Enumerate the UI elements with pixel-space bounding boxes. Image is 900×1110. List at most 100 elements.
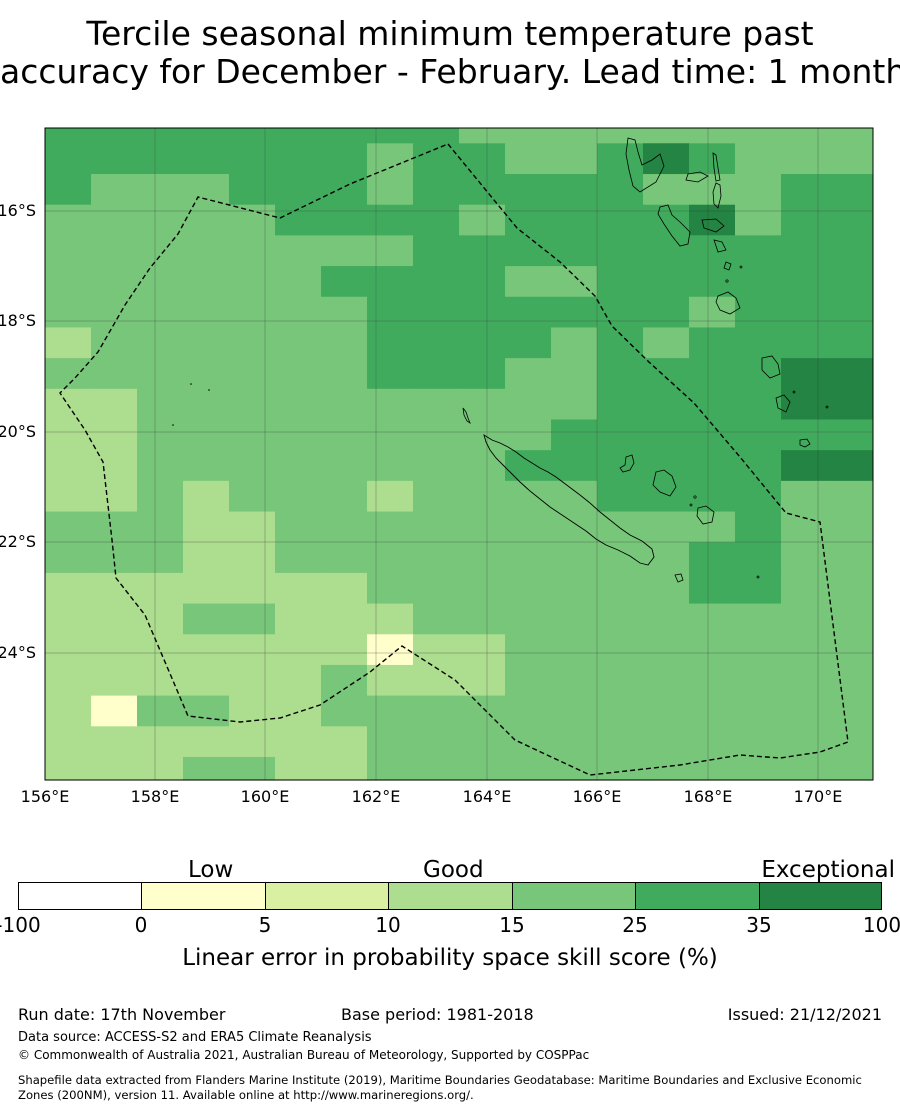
grid-cell	[367, 603, 414, 635]
grid-cell	[689, 296, 736, 329]
grid-cell	[781, 174, 828, 206]
grid-cell	[91, 756, 138, 781]
grid-cell	[505, 235, 552, 267]
grid-cell	[275, 542, 322, 574]
colorbar-frame	[18, 882, 882, 910]
grid-cell	[321, 235, 368, 267]
grid-cell	[735, 128, 782, 144]
grid-cell	[597, 204, 644, 236]
grid-cell	[367, 695, 414, 727]
grid-cell	[597, 726, 644, 758]
grid-cell	[643, 235, 690, 267]
malekula-island	[657, 204, 691, 247]
grid-cell	[229, 296, 276, 329]
grid-cell	[91, 128, 138, 144]
grid-cell	[735, 266, 782, 298]
shapefile-credit-line2: Zones (200NM), version 11. Available onl…	[18, 1088, 474, 1102]
grid-cell	[643, 664, 690, 697]
grid-cell	[367, 174, 414, 206]
grid-cell	[137, 174, 184, 206]
grid-cell	[413, 327, 460, 359]
grid-cell	[551, 388, 598, 421]
grid-cell	[91, 572, 138, 605]
grid-cell	[367, 128, 414, 144]
grid-cell	[689, 664, 736, 697]
grid-cell	[321, 726, 368, 758]
colorbar-swatch	[512, 882, 635, 910]
grid-cell	[229, 572, 276, 605]
lat-label: 24°S	[0, 643, 36, 662]
grid-cell	[459, 664, 506, 697]
grid-cell	[321, 634, 368, 666]
grid-cell	[137, 419, 184, 451]
grid-cell	[827, 726, 873, 758]
grid-cell	[275, 450, 322, 482]
grid-cell	[229, 542, 276, 574]
grid-cell	[137, 128, 184, 144]
grid-cell	[827, 419, 873, 451]
grid-cell	[413, 450, 460, 482]
grid-cell	[597, 419, 644, 451]
grid-cell	[183, 327, 230, 359]
grid-cell	[597, 358, 644, 390]
grid-cell	[91, 419, 138, 451]
grid-cell	[413, 174, 460, 206]
grid-cell	[689, 388, 736, 421]
grid-cell	[91, 327, 138, 359]
grid-cell	[597, 296, 644, 329]
grid-cell	[781, 358, 828, 390]
grid-cell	[459, 327, 506, 359]
grid-cell	[229, 128, 276, 144]
mare-island	[696, 505, 715, 525]
grid-cell	[459, 296, 506, 329]
grid-cell	[275, 572, 322, 605]
grid-cell	[45, 235, 92, 267]
grid-cell	[275, 327, 322, 359]
grid-cell	[735, 756, 782, 781]
grid-cell	[827, 603, 873, 635]
grid-cell	[459, 726, 506, 758]
grid-cell	[827, 695, 873, 727]
grid-cell	[781, 726, 828, 758]
lat-label: 18°S	[0, 311, 36, 330]
grid-cell	[183, 726, 230, 758]
grid-cell	[137, 756, 184, 781]
grid-cell	[735, 664, 782, 697]
grid-cell	[505, 419, 552, 451]
grid-cell	[643, 603, 690, 635]
grid-cell	[597, 480, 644, 513]
grid-cell	[367, 327, 414, 359]
small-islet	[792, 390, 796, 394]
pentecost-island	[712, 182, 722, 209]
grid-cell	[781, 296, 828, 329]
grid-cell	[183, 174, 230, 206]
grid-cell	[367, 634, 414, 666]
grid-cell	[137, 664, 184, 697]
grid-cell	[689, 572, 736, 605]
grid-cell	[321, 603, 368, 635]
grid-cell	[459, 511, 506, 543]
chart-title-line2: accuracy for December - February. Lead t…	[0, 52, 900, 91]
grid-cell	[413, 695, 460, 727]
grid-cell	[551, 266, 598, 298]
grid-cell	[643, 511, 690, 543]
espiritu-santo-island	[625, 137, 665, 193]
grid-cell	[275, 204, 322, 236]
map-frame	[44, 127, 874, 781]
lat-label: 22°S	[0, 532, 36, 551]
lon-label: 156°E	[20, 787, 70, 806]
grid-cell	[275, 235, 322, 267]
colorbar-swatch	[18, 882, 141, 910]
grid-cell	[367, 204, 414, 236]
grid-cell	[367, 235, 414, 267]
grid-cell	[91, 511, 138, 543]
grid-cell	[597, 450, 644, 482]
grid-cell	[275, 296, 322, 329]
grid-cell	[321, 450, 368, 482]
grid-cell	[321, 296, 368, 329]
grid-cell	[413, 235, 460, 267]
grid-cell	[827, 235, 873, 267]
grid-cell	[505, 695, 552, 727]
colorbar-category-good: Good	[423, 857, 484, 883]
grid-cell	[827, 174, 873, 206]
